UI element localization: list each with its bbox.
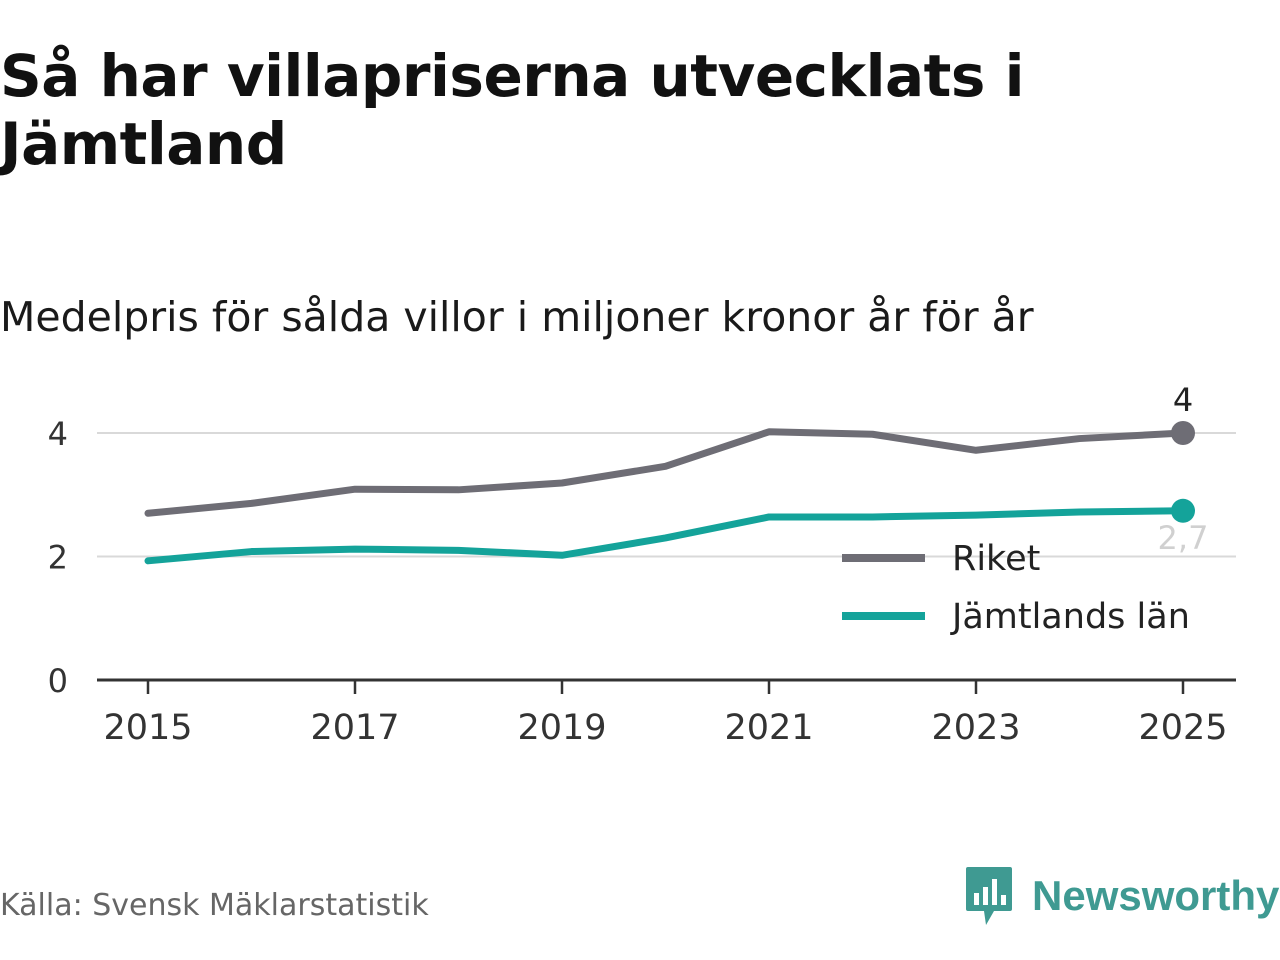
source-note: Källa: Svensk Mäklarstatistik [0,888,429,923]
legend-label-jamtland: Jämtlands län [950,597,1190,637]
end-label-riket: 4 [1173,381,1193,419]
x-tick-label-2019: 2019 [517,708,606,748]
line-chart: 0 2 4 2015 2017 2019 2021 2023 2025 4 2,7 Riket Jämt… [48,381,1236,748]
end-point-jamtland [1171,498,1195,523]
x-tick-label-2023: 2023 [931,708,1020,748]
y-tick-label-2: 2 [48,539,68,577]
series-line-riket [144,428,1187,517]
chart-title: Så har villapriserna utvecklats i Jämtla… [0,42,1024,178]
x-tick-label-2015: 2015 [103,708,192,748]
series-line-jamtland [144,507,1187,565]
x-tick-label-2017: 2017 [310,708,399,748]
x-tick-label-2021: 2021 [724,708,813,748]
end-point-riket [1171,421,1195,445]
y-tick-label-0: 0 [48,662,68,700]
legend-label-riket: Riket [952,539,1040,579]
brand-name: Newsworthy [1032,872,1280,919]
x-tick-label-2025: 2025 [1138,708,1227,748]
bar-chart-bubble-icon [966,867,1012,925]
brand-logo: Newsworthy [964,864,1279,928]
y-tick-label-4: 4 [48,415,68,453]
end-label-jamtland: 2,7 [1158,519,1209,557]
chart-subtitle: Medelpris för sålda villor i miljoner kr… [0,293,1034,341]
